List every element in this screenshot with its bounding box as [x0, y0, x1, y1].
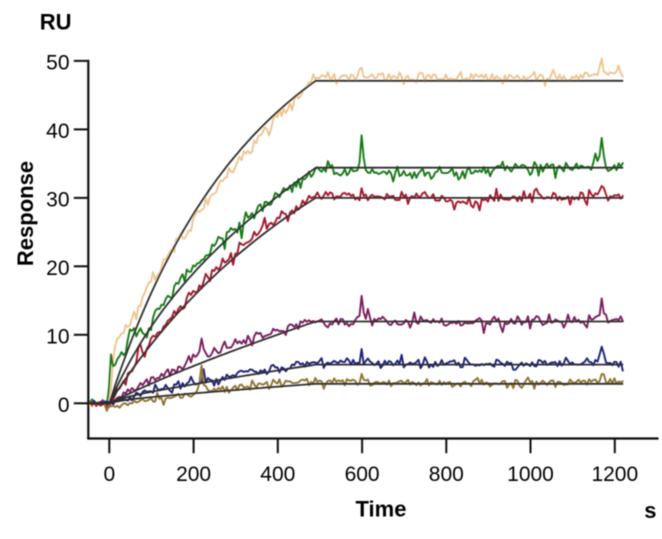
svg-text:20: 20 [46, 257, 69, 280]
svg-text:200: 200 [176, 463, 211, 486]
svg-text:s: s [644, 498, 656, 523]
svg-text:0: 0 [58, 394, 70, 417]
svg-text:800: 800 [429, 463, 464, 486]
svg-text:RU: RU [40, 10, 72, 35]
svg-text:1000: 1000 [507, 463, 554, 486]
svg-text:Response: Response [13, 161, 38, 266]
svg-text:1200: 1200 [591, 463, 638, 486]
svg-text:600: 600 [345, 463, 380, 486]
svg-text:10: 10 [46, 326, 69, 349]
svg-text:40: 40 [46, 120, 69, 143]
svg-text:400: 400 [260, 463, 295, 486]
svg-text:Time: Time [356, 496, 407, 521]
svg-text:50: 50 [46, 52, 69, 75]
svg-text:30: 30 [46, 189, 69, 212]
svg-text:0: 0 [103, 463, 115, 486]
